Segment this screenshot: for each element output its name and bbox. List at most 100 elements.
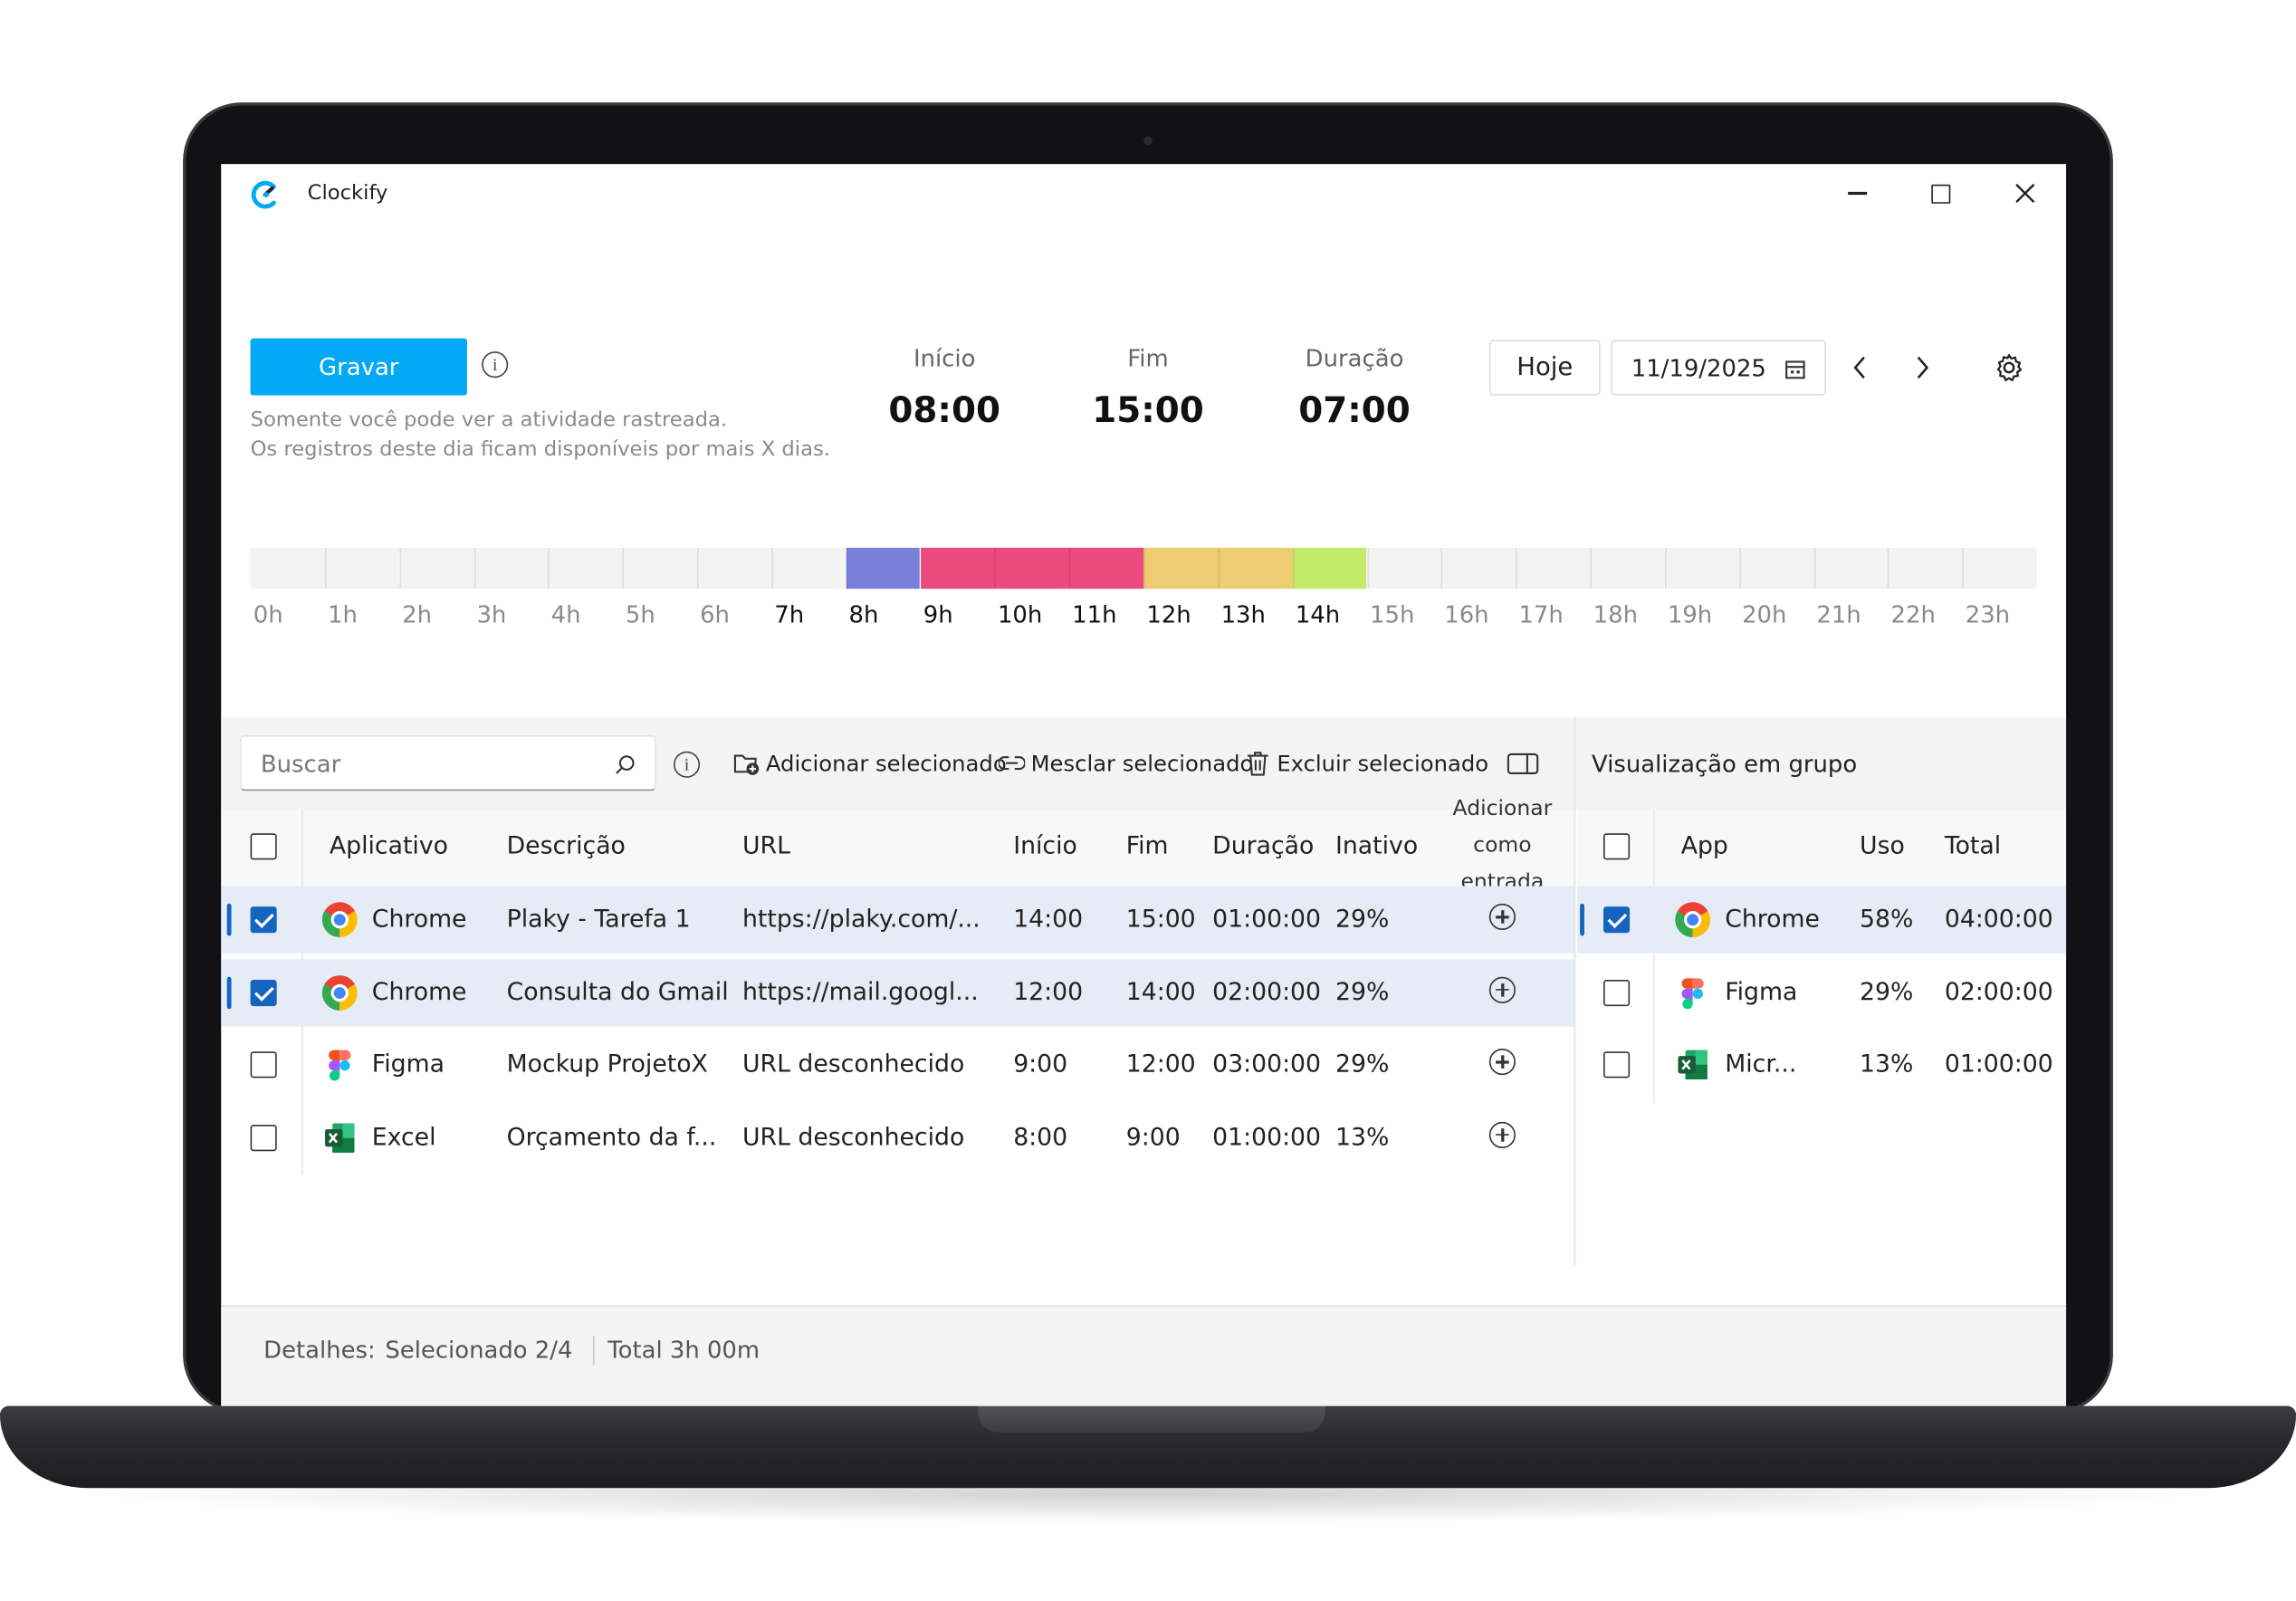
close-button[interactable] — [2014, 183, 2035, 204]
timeline-gridline — [1516, 547, 1517, 590]
timeline-gridline — [398, 547, 401, 590]
hour-label: 10h — [997, 600, 1043, 628]
laptop-notch — [978, 1405, 1325, 1433]
cell: 12:00 — [1013, 977, 1084, 1005]
add-entry-button[interactable] — [1488, 903, 1516, 931]
hour-label: 18h — [1593, 600, 1639, 628]
timeline-gridline — [920, 547, 923, 590]
note-line: Somente você pode ver a atividade rastre… — [250, 408, 728, 433]
app-window: Clockify Gravar i Somente você pode ver … — [221, 164, 2067, 1406]
maximize-button[interactable] — [1931, 184, 1951, 204]
hour-label: 5h — [625, 600, 655, 628]
cell: Figma — [371, 1050, 445, 1078]
cell: 9:00 — [1125, 1122, 1181, 1151]
row-checkbox[interactable] — [1602, 1051, 1631, 1079]
hour-label: 9h — [923, 600, 953, 628]
info-icon[interactable]: i — [673, 751, 701, 778]
timeline-gridline — [324, 547, 327, 590]
summary-label: Fim — [1127, 344, 1169, 372]
prev-day[interactable] — [1851, 354, 1868, 380]
cell: Chrome — [371, 977, 467, 1005]
minimize-button[interactable] — [1848, 191, 1868, 195]
hour-label: 3h — [476, 600, 507, 628]
toolbar-button[interactable]: Mesclar selecionado — [1030, 750, 1254, 778]
cell: 8:00 — [1013, 1122, 1068, 1151]
search-icon — [616, 755, 635, 774]
timeline-hours: 0h 1h 2h 3h 4h 5h 6h 7h 8h 9h 10h 11h 12h 13h 14h 15h 16… — [251, 603, 2037, 644]
timeline-gridline — [1068, 547, 1071, 590]
hour-label: 14h — [1295, 600, 1341, 628]
info-icon[interactable]: i — [482, 351, 509, 379]
today-button[interactable]: Hoje — [1488, 340, 1601, 396]
column-header: Adicionar como entrada — [1452, 797, 1553, 895]
summary-value: 08:00 — [888, 389, 1000, 431]
hour-label: 0h — [253, 600, 283, 628]
cell: https://plaky.com/... — [741, 905, 981, 933]
group-header — [1576, 810, 2067, 888]
cell: Chrome — [1725, 905, 1820, 933]
row-checkbox[interactable] — [250, 906, 277, 934]
search-placeholder: Buscar — [260, 750, 341, 778]
timeline-gridline — [548, 547, 550, 590]
cell: 29% — [1335, 977, 1390, 1005]
row-checkbox[interactable] — [250, 979, 277, 1006]
row-checkbox[interactable] — [1602, 906, 1631, 934]
hour-label: 15h — [1370, 600, 1415, 628]
row-checkbox[interactable] — [250, 1124, 277, 1151]
panel-title: Visualização em grupo — [1592, 750, 1858, 778]
search-box[interactable]: Buscar — [240, 734, 656, 791]
cell: 29% — [1335, 905, 1390, 933]
settings-icon[interactable] — [1993, 351, 2025, 384]
timeline-gridline — [1292, 547, 1295, 590]
next-day[interactable] — [1914, 354, 1931, 380]
trash-icon — [1247, 752, 1268, 776]
column-header: Descrição — [506, 831, 626, 859]
cell: Micr... — [1725, 1050, 1797, 1078]
add-entry-button[interactable] — [1488, 975, 1516, 1003]
toolbar-button[interactable]: Adicionar selecionado — [765, 750, 1007, 778]
footer-label: Detalhes: — [263, 1336, 376, 1364]
date-text: 11/19/2025 — [1631, 354, 1766, 383]
cell: Figma — [1725, 977, 1798, 1005]
cell: Orçamento da f... — [506, 1122, 717, 1151]
toolbar-button[interactable]: Excluir selecionado — [1277, 750, 1489, 778]
hour-label: 12h — [1146, 600, 1191, 628]
cell: Consulta do Gmail — [506, 977, 729, 1005]
cell: 13% — [1860, 1050, 1914, 1078]
summary-label: Duração — [1305, 344, 1404, 372]
cell: 29% — [1860, 977, 1914, 1005]
app-icon — [1675, 902, 1711, 938]
table-header — [221, 810, 1574, 888]
panel-divider — [1574, 717, 1576, 1266]
footer: Detalhes: Selecionado 2/4 Total 3h 00m — [221, 1305, 2067, 1406]
add-entry-button[interactable] — [1488, 1049, 1516, 1076]
hour-label: 17h — [1518, 600, 1564, 628]
timeline-gridline — [1813, 547, 1815, 590]
note-line: Os registros deste dia ficam disponíveis… — [250, 437, 830, 462]
app-icon — [325, 1122, 355, 1153]
app-icon — [321, 902, 358, 938]
cell: 01:00:00 — [1212, 1122, 1322, 1151]
merge-icon — [999, 756, 1026, 771]
hour-label: 7h — [774, 600, 805, 628]
row-indicator — [226, 975, 232, 1009]
row-checkbox[interactable] — [1602, 979, 1631, 1006]
cell: https://mail.googl... — [741, 977, 979, 1005]
row-indicator — [226, 903, 232, 936]
add-entry-button[interactable] — [1488, 1121, 1516, 1148]
cell: 02:00:00 — [1944, 977, 2053, 1005]
cell: 12:00 — [1125, 1050, 1196, 1078]
cell: Excel — [371, 1122, 436, 1151]
record-button[interactable]: Gravar — [250, 338, 467, 396]
timeline-gridline — [846, 547, 847, 590]
select-all[interactable] — [250, 833, 277, 860]
select-all[interactable] — [1602, 833, 1631, 860]
date-field[interactable]: 11/19/2025 — [1611, 340, 1826, 396]
column-header: Inativo — [1335, 831, 1419, 859]
footer-separator — [593, 1336, 595, 1366]
row-checkbox[interactable] — [250, 1051, 277, 1079]
cell: 15:00 — [1125, 905, 1196, 933]
hour-label: 1h — [328, 600, 358, 628]
panel-toggle[interactable] — [1507, 753, 1539, 775]
